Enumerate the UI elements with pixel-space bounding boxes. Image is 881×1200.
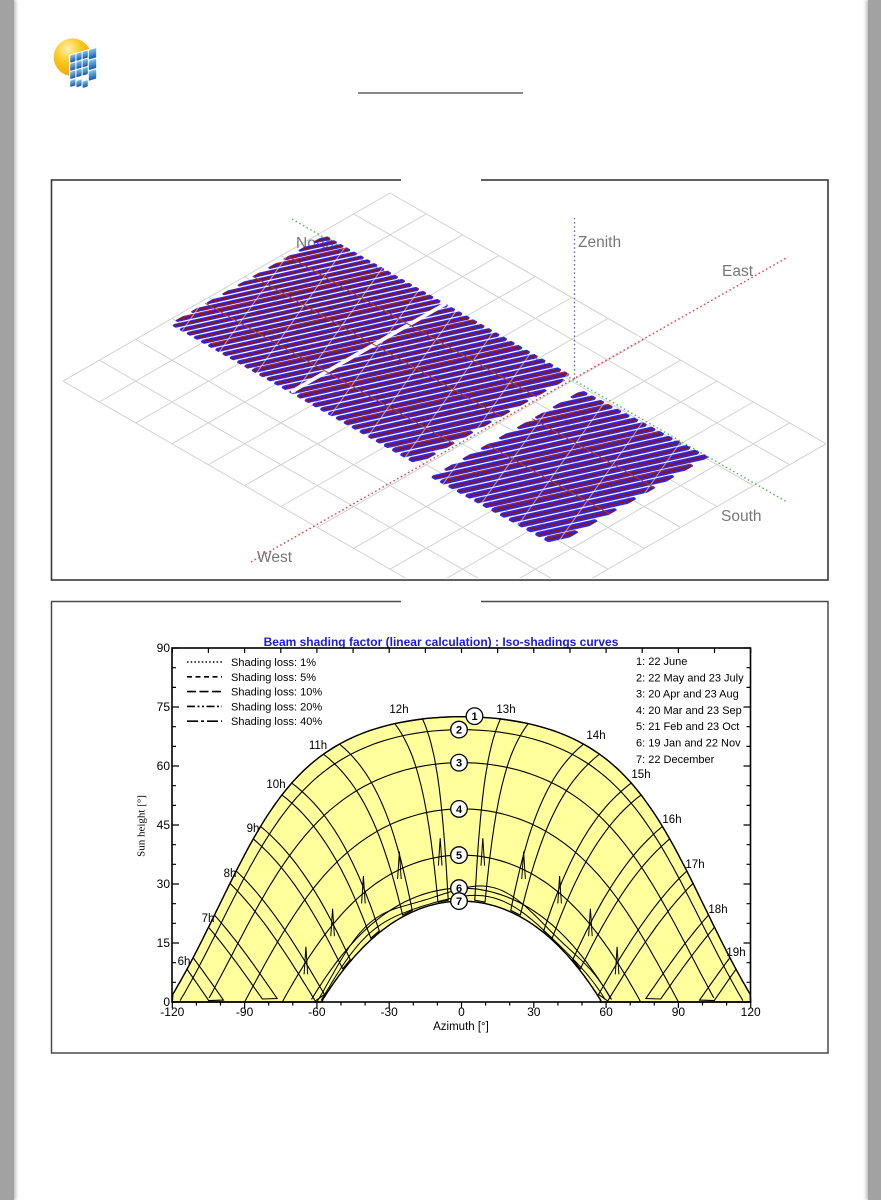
svg-text:-60: -60 bbox=[308, 1005, 326, 1019]
svg-text:7: 22 December: 7: 22 December bbox=[636, 754, 715, 766]
svg-text:7h: 7h bbox=[202, 913, 215, 925]
svg-text:12h: 12h bbox=[389, 704, 408, 716]
svg-text:-120: -120 bbox=[160, 1005, 184, 1019]
svg-text:75: 75 bbox=[157, 700, 171, 714]
svg-text:Shading loss: 1%: Shading loss: 1% bbox=[231, 657, 316, 669]
svg-text:11h: 11h bbox=[309, 740, 327, 752]
svg-text:60: 60 bbox=[599, 1005, 613, 1019]
svg-text:17h: 17h bbox=[685, 859, 704, 871]
svg-text:6: 19 Jan and 22 Nov: 6: 19 Jan and 22 Nov bbox=[636, 738, 741, 750]
svg-text:Beam shading factor (linear ca: Beam shading factor (linear calculation)… bbox=[264, 635, 619, 649]
svg-text:120: 120 bbox=[741, 1005, 761, 1019]
svg-text:19h: 19h bbox=[726, 947, 745, 959]
svg-text:Shading loss: 5%: Shading loss: 5% bbox=[231, 672, 316, 684]
svg-text:8h: 8h bbox=[224, 868, 237, 880]
svg-text:Azimuth [°]: Azimuth [°] bbox=[433, 1021, 489, 1033]
svg-text:5: 21 Feb and 23 Oct: 5: 21 Feb and 23 Oct bbox=[636, 721, 739, 733]
svg-text:30: 30 bbox=[527, 1005, 541, 1019]
svg-text:7: 7 bbox=[456, 896, 462, 908]
svg-text:Shading loss: 10%: Shading loss: 10% bbox=[231, 687, 322, 699]
svg-text:West: West bbox=[257, 549, 293, 566]
svg-text:13h: 13h bbox=[496, 704, 515, 716]
svg-text:-30: -30 bbox=[381, 1005, 399, 1019]
svg-text:1: 1 bbox=[471, 711, 477, 723]
svg-text:Shading loss: 40%: Shading loss: 40% bbox=[231, 716, 322, 728]
svg-text:15h: 15h bbox=[631, 769, 650, 781]
svg-text:0: 0 bbox=[458, 1005, 465, 1019]
svg-text:9h: 9h bbox=[247, 823, 260, 835]
svg-text:10h: 10h bbox=[266, 779, 285, 791]
svg-text:15: 15 bbox=[157, 936, 171, 950]
svg-text:90: 90 bbox=[157, 641, 171, 655]
svg-text:14h: 14h bbox=[586, 730, 605, 742]
svg-text:30: 30 bbox=[157, 877, 171, 891]
svg-text:4: 4 bbox=[456, 804, 463, 816]
svg-text:6h: 6h bbox=[178, 956, 191, 968]
svg-text:4: 20 Mar and 23 Sep: 4: 20 Mar and 23 Sep bbox=[636, 705, 742, 717]
svg-text:Shading loss: 20%: Shading loss: 20% bbox=[231, 701, 322, 713]
svg-text:90: 90 bbox=[672, 1005, 686, 1019]
svg-text:45: 45 bbox=[157, 818, 171, 832]
svg-text:60: 60 bbox=[157, 759, 171, 773]
svg-text:3: 3 bbox=[456, 758, 462, 770]
svg-text:1: 22 June: 1: 22 June bbox=[636, 656, 687, 668]
svg-text:6: 6 bbox=[456, 883, 462, 895]
svg-text:South: South bbox=[721, 508, 762, 525]
svg-text:2: 2 bbox=[456, 725, 462, 737]
svg-text:5: 5 bbox=[456, 850, 462, 862]
svg-text:-90: -90 bbox=[236, 1005, 254, 1019]
svg-text:2: 22 May and 23 July: 2: 22 May and 23 July bbox=[636, 672, 744, 684]
svg-text:3: 20 Apr and 23 Aug: 3: 20 Apr and 23 Aug bbox=[636, 689, 739, 701]
svg-text:16h: 16h bbox=[662, 814, 681, 826]
svg-text:18h: 18h bbox=[708, 904, 727, 916]
svg-text:Sun height [°]: Sun height [°] bbox=[136, 795, 148, 857]
svg-text:Zenith: Zenith bbox=[578, 234, 621, 251]
svg-text:East: East bbox=[722, 263, 754, 280]
svg-text:0: 0 bbox=[163, 995, 170, 1009]
